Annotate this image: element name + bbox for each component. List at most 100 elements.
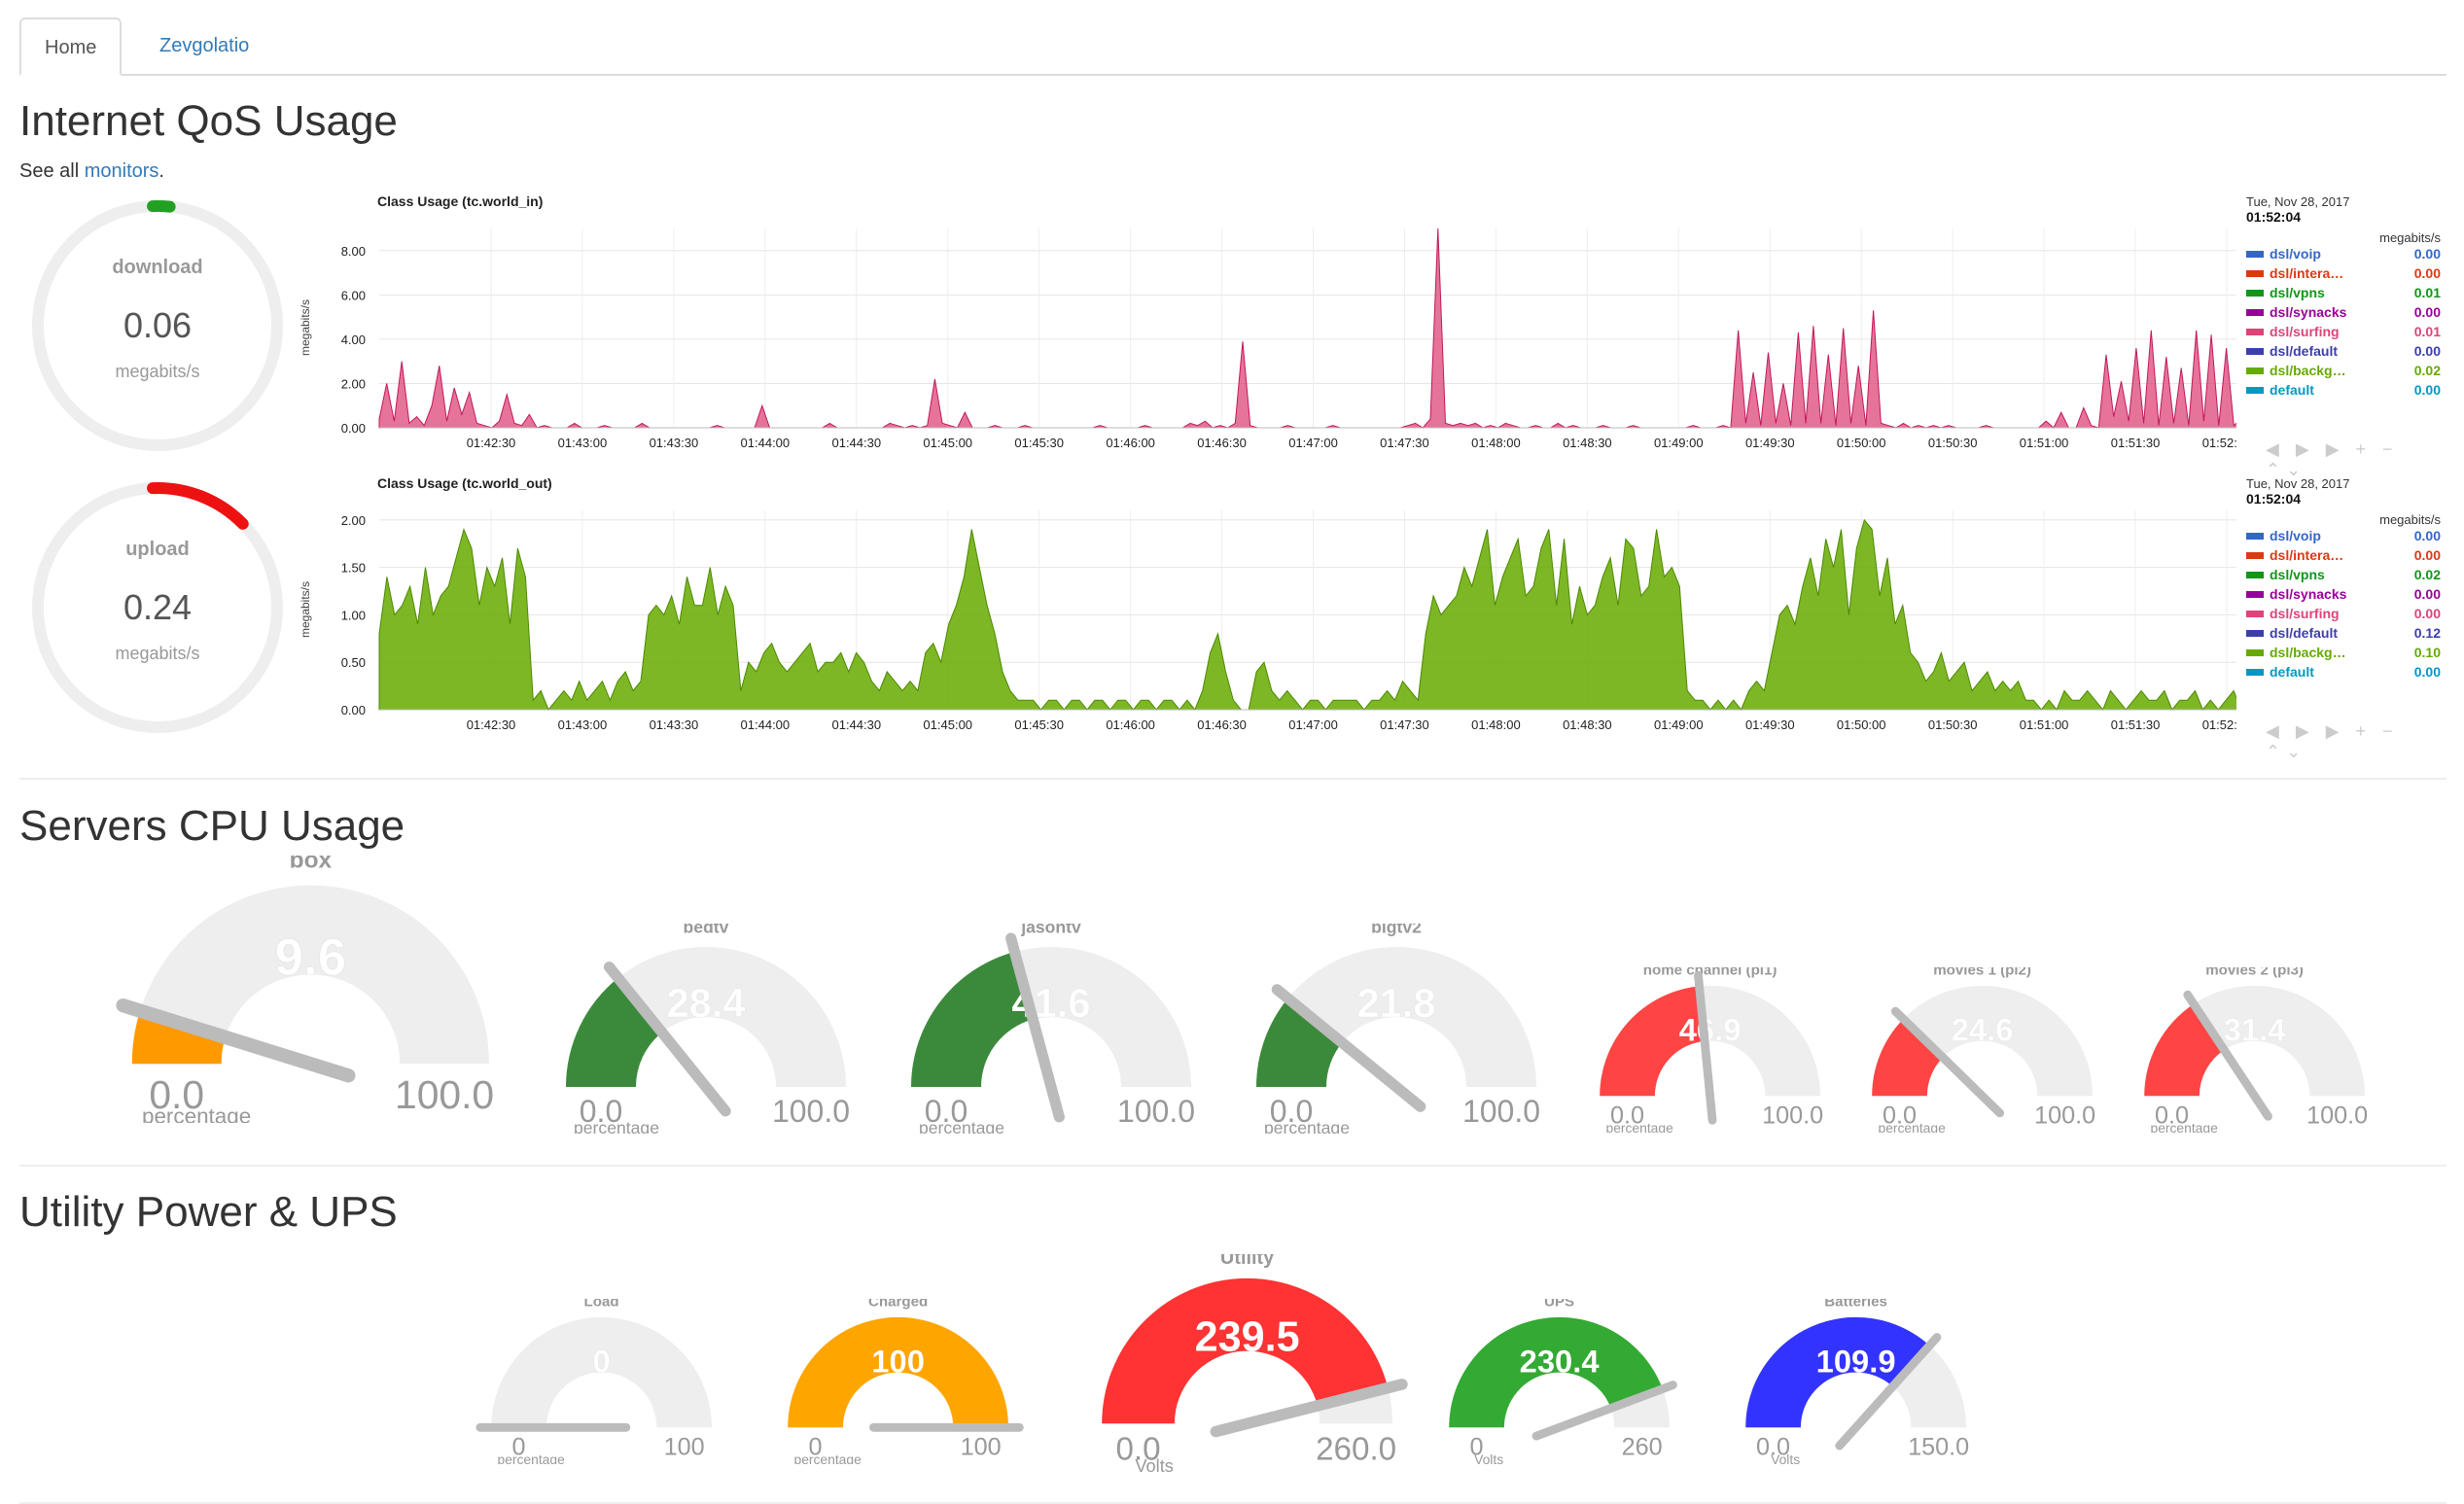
legend-series-name: default <box>2270 382 2314 398</box>
gauge-label: Batteries <box>1824 1299 1887 1311</box>
legend-entry[interactable]: dsl/backg… 0.02 <box>2246 362 2441 381</box>
legend-series-name: dsl/synacks <box>2270 586 2347 602</box>
gauge-svg: Batteries 109.9 0.0 150.0 Volts <box>1745 1294 1969 1467</box>
gauge-needle <box>1694 970 1717 1125</box>
legend-entry[interactable]: dsl/voip 0.00 <box>2246 245 2441 264</box>
y-tick-label: 4.00 <box>341 332 366 347</box>
gauge-max: 260 <box>1622 1434 1663 1461</box>
legend-series-value: 0.02 <box>2413 567 2441 582</box>
legend-series-value: 0.01 <box>2413 324 2441 339</box>
tab-home[interactable]: Home <box>19 17 123 76</box>
legend-entry[interactable]: dsl/surfing 0.00 <box>2246 605 2441 624</box>
download-dial: download 0.06 megabits/s <box>24 190 292 462</box>
gauge-value: 239.5 <box>1195 1314 1300 1361</box>
gauge-min: 0 <box>512 1434 526 1461</box>
y-tick-label: 1.50 <box>341 561 366 576</box>
legend-entry[interactable]: dsl/vpns 0.01 <box>2246 284 2441 303</box>
gauge-min: 0.0 <box>149 1072 204 1117</box>
x-tick-label: 01:48:00 <box>1471 717 1521 732</box>
legend-entry[interactable]: dsl/default 0.12 <box>2246 624 2441 644</box>
gauge-needle <box>1005 932 1065 1123</box>
gauge-min: 0.0 <box>1115 1432 1160 1468</box>
legend-series-name: dsl/surfing <box>2270 324 2340 339</box>
legend-entry[interactable]: default 0.00 <box>2246 663 2441 682</box>
y-axis-label: megabits/s <box>299 581 312 638</box>
legend-series-name: dsl/surfing <box>2270 606 2340 621</box>
upload-dial-svg: upload 0.24 megabits/s <box>32 482 283 733</box>
legend-swatch <box>2246 630 2264 637</box>
gauge-value: 31.4 <box>2224 1012 2287 1048</box>
gauge-unit: percentage <box>2151 1120 2219 1133</box>
tab-zevgolatio[interactable]: Zevgolatio <box>159 35 250 56</box>
legend-entry[interactable]: dsl/synacks 0.00 <box>2246 303 2441 323</box>
legend-swatch <box>2246 348 2264 355</box>
chart-world-out-svg[interactable]: Class Usage (tc.world_out) megabits/s 0.00… <box>292 472 2251 749</box>
legend-series-value: 0.00 <box>2413 547 2441 563</box>
legend-series-value: 0.00 <box>2413 382 2441 398</box>
legend-entry[interactable]: dsl/synacks 0.00 <box>2246 585 2441 605</box>
x-tick-label: 01:42:30 <box>467 436 516 450</box>
x-tick-label: 01:45:00 <box>923 717 972 732</box>
gauge-fill <box>1745 1316 1930 1428</box>
y-tick-label: 0.00 <box>341 703 366 717</box>
legend-swatch <box>2246 533 2264 540</box>
legend-swatch <box>2246 290 2264 297</box>
x-tick-label: 01:44:30 <box>831 436 881 450</box>
gauge-track <box>131 885 489 1065</box>
gauge-svg: box 9.6 0.0 100.0 percentage <box>116 847 494 1128</box>
legend-entry[interactable]: dsl/intera… 0.00 <box>2246 546 2441 566</box>
x-tick-label: 01:50:30 <box>1928 436 1978 450</box>
gauge-unit: percentage <box>1606 1120 1674 1133</box>
monitors-link[interactable]: monitors <box>84 160 159 182</box>
gauge-unit: percentage <box>1264 1118 1350 1134</box>
chart-world-out-controls[interactable]: ◀ ▶ ▶ + − ⌃⌄ <box>2266 721 2420 761</box>
series-area <box>378 518 2242 711</box>
gauge-svg: home channel (pi1) 46.9 0.0 100.0 percentage <box>1600 962 1823 1136</box>
gauge-min: 0.0 <box>1756 1434 1790 1461</box>
gauge-bigtv2: bigtv2 21.8 0.0 100.0 percentage <box>1225 918 1567 1138</box>
gauge-fill <box>1102 1277 1389 1424</box>
legend-series-value: 0.00 <box>2413 343 2441 359</box>
legend-unit: megabits/s <box>2379 230 2441 245</box>
dial-level-arc <box>147 482 249 530</box>
legend-entry[interactable]: dsl/vpns 0.02 <box>2246 566 2441 585</box>
x-tick-label: 01:45:30 <box>1014 717 1064 732</box>
legend-entry[interactable]: dsl/intera… 0.00 <box>2246 264 2441 284</box>
dial-label: download <box>112 257 202 278</box>
legend-entry[interactable]: dsl/surfing 0.01 <box>2246 323 2441 342</box>
gauge-label: Utility <box>1220 1254 1274 1269</box>
legend-swatch <box>2246 591 2264 598</box>
gauge-fill <box>1256 997 1343 1087</box>
legend-entry[interactable]: dsl/backg… 0.10 <box>2246 644 2441 663</box>
gauge-svg: movies 1 (pi2) 24.6 0.0 100.0 percentage <box>1872 962 2095 1136</box>
x-tick-label: 01:52:00 <box>2202 717 2236 732</box>
gauge-max: 100.0 <box>2034 1102 2095 1130</box>
x-tick-label: 01:52:00 <box>2202 436 2236 450</box>
legend-date: Tue, Nov 28, 2017 <box>2246 476 2350 491</box>
chart-world-in-controls[interactable]: ◀ ▶ ▶ + − ⌃⌄ <box>2266 439 2420 479</box>
chart-world-out[interactable]: Class Usage (tc.world_out) megabits/s 0.00… <box>292 472 2251 753</box>
legend-swatch <box>2246 669 2264 676</box>
gauge-label: movies 1 (pi2) <box>1933 967 2031 979</box>
gauge-unit: percentage <box>794 1452 862 1464</box>
legend-entry[interactable]: dsl/default 0.00 <box>2246 342 2441 362</box>
gauge-max: 100 <box>961 1434 1002 1461</box>
gauge-unit: percentage <box>919 1118 1004 1134</box>
legend-series-value: 0.10 <box>2413 645 2441 660</box>
nav-tabs: Home Zevgolatio <box>19 17 2446 76</box>
legend-series-name: dsl/intera… <box>2270 265 2344 281</box>
y-tick-label: 6.00 <box>341 288 366 302</box>
power-title: Utility Power & UPS <box>19 1188 398 1236</box>
legend-entry[interactable]: dsl/voip 0.00 <box>2246 527 2441 546</box>
gauge-label: bigtv2 <box>1371 924 1422 937</box>
gauge-unit: percentage <box>574 1118 659 1134</box>
legend-entry[interactable]: default 0.00 <box>2246 381 2441 401</box>
x-tick-label: 01:48:30 <box>1563 436 1612 450</box>
chart-world-in-svg[interactable]: Class Usage (tc.world_in) megabits/s 0.00 2… <box>292 190 2251 467</box>
gauge-unit: percentage <box>498 1452 566 1464</box>
legend-series-name: dsl/synacks <box>2270 304 2347 320</box>
gauge-movies-2-pi3-: movies 2 (pi3) 31.4 0.0 100.0 percentage <box>2120 962 2389 1137</box>
gauge-label: bedtv <box>684 924 729 937</box>
chart-world-in[interactable]: Class Usage (tc.world_in) megabits/s 0.00 2… <box>292 190 2251 472</box>
x-tick-label: 01:48:30 <box>1563 717 1612 732</box>
